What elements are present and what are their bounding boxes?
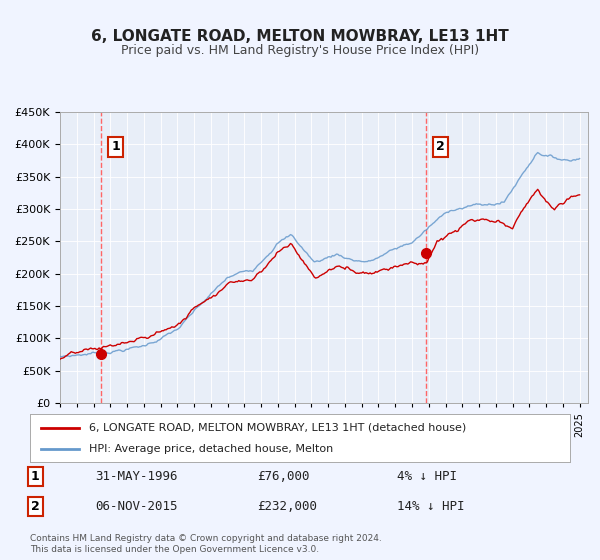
Text: Price paid vs. HM Land Registry's House Price Index (HPI): Price paid vs. HM Land Registry's House … bbox=[121, 44, 479, 57]
Text: 2: 2 bbox=[31, 500, 40, 513]
Text: HPI: Average price, detached house, Melton: HPI: Average price, detached house, Melt… bbox=[89, 444, 334, 454]
Text: 6, LONGATE ROAD, MELTON MOWBRAY, LE13 1HT: 6, LONGATE ROAD, MELTON MOWBRAY, LE13 1H… bbox=[91, 29, 509, 44]
Text: Contains HM Land Registry data © Crown copyright and database right 2024.: Contains HM Land Registry data © Crown c… bbox=[30, 534, 382, 543]
Text: 6, LONGATE ROAD, MELTON MOWBRAY, LE13 1HT (detached house): 6, LONGATE ROAD, MELTON MOWBRAY, LE13 1H… bbox=[89, 423, 467, 433]
Text: 2: 2 bbox=[436, 141, 445, 153]
Text: 14% ↓ HPI: 14% ↓ HPI bbox=[397, 500, 465, 513]
Text: 06-NOV-2015: 06-NOV-2015 bbox=[95, 500, 178, 513]
Text: 4% ↓ HPI: 4% ↓ HPI bbox=[397, 470, 457, 483]
Text: 1: 1 bbox=[31, 470, 40, 483]
Text: £76,000: £76,000 bbox=[257, 470, 310, 483]
Text: 1: 1 bbox=[111, 141, 120, 153]
Text: 31-MAY-1996: 31-MAY-1996 bbox=[95, 470, 178, 483]
Text: £232,000: £232,000 bbox=[257, 500, 317, 513]
Text: This data is licensed under the Open Government Licence v3.0.: This data is licensed under the Open Gov… bbox=[30, 545, 319, 554]
